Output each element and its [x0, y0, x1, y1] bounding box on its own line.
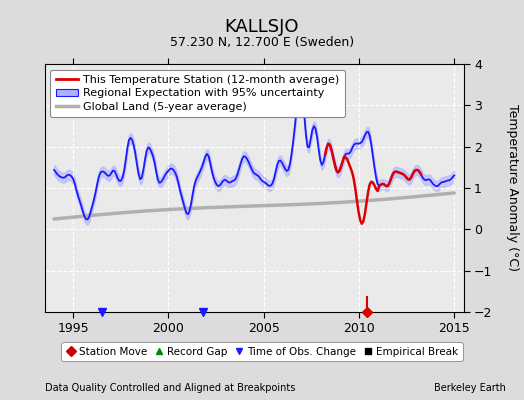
Text: Berkeley Earth: Berkeley Earth [434, 383, 506, 393]
Text: Data Quality Controlled and Aligned at Breakpoints: Data Quality Controlled and Aligned at B… [45, 383, 295, 393]
Text: KALLSJO: KALLSJO [225, 18, 299, 36]
Legend: Station Move, Record Gap, Time of Obs. Change, Empirical Break: Station Move, Record Gap, Time of Obs. C… [61, 342, 463, 361]
Text: 57.230 N, 12.700 E (Sweden): 57.230 N, 12.700 E (Sweden) [170, 36, 354, 49]
Legend: This Temperature Station (12-month average), Regional Expectation with 95% uncer: This Temperature Station (12-month avera… [50, 70, 345, 117]
Y-axis label: Temperature Anomaly (°C): Temperature Anomaly (°C) [506, 104, 519, 272]
